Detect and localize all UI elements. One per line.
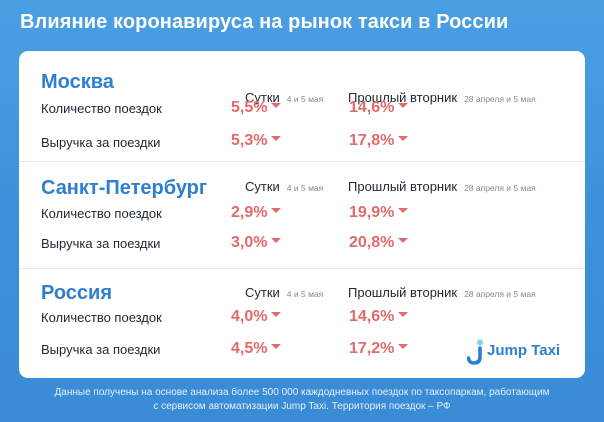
section-moscow: Москва Сутки 4 и 5 мая Прошлый вторник 28 … xyxy=(19,65,585,171)
decrease-arrow-icon xyxy=(271,312,281,317)
decrease-arrow-icon xyxy=(398,312,408,317)
value-tuesday: 17,8% xyxy=(349,132,408,150)
value-day: 4,5% xyxy=(231,340,281,358)
decrease-arrow-icon xyxy=(271,344,281,349)
decrease-arrow-icon xyxy=(398,208,408,213)
column-label: Сутки xyxy=(245,285,280,300)
section-title: Москва xyxy=(41,71,114,94)
decrease-arrow-icon xyxy=(398,136,408,141)
footnote: Данные получены на основе анализа более … xyxy=(0,386,604,414)
value-tuesday: 20,8% xyxy=(349,234,408,252)
stats-card: Москва Сутки 4 и 5 мая Прошлый вторник 28 … xyxy=(19,51,585,378)
jump-logo-icon xyxy=(467,339,485,365)
column-header-day: Сутки 4 и 5 мая xyxy=(245,285,323,300)
decrease-arrow-icon xyxy=(271,136,281,141)
row-label-revenue: Выручка за поездки xyxy=(41,342,160,357)
section-title: Санкт-Петербург xyxy=(41,177,207,200)
decrease-arrow-icon xyxy=(398,238,408,243)
column-note: 28 апреля и 5 мая xyxy=(464,183,536,193)
section-divider xyxy=(19,268,585,269)
footnote-line: Данные получены на основе анализа более … xyxy=(0,386,604,400)
column-label: Прошлый вторник xyxy=(348,179,457,194)
row-label-revenue: Выручка за поездки xyxy=(41,236,160,251)
value-tuesday: 14,6% xyxy=(349,99,408,117)
value-day: 2,9% xyxy=(231,204,281,222)
column-note: 28 апреля и 5 мая xyxy=(464,94,536,104)
section-russia: Россия Сутки 4 и 5 мая Прошлый вторник 28 … xyxy=(19,276,585,382)
value-text: 17,8% xyxy=(349,132,394,149)
value-tuesday: 14,6% xyxy=(349,308,408,326)
column-header-day: Сутки 4 и 5 мая xyxy=(245,179,323,194)
decrease-arrow-icon xyxy=(398,103,408,108)
column-header-tuesday: Прошлый вторник 28 апреля и 5 мая xyxy=(348,285,536,300)
value-text: 5,5% xyxy=(231,99,267,116)
decrease-arrow-icon xyxy=(271,238,281,243)
section-spb: Санкт-Петербург Сутки 4 и 5 мая Прошлый в… xyxy=(19,171,585,277)
footnote-line: с сервисом автоматизации Jump Taxi. Терр… xyxy=(0,400,604,414)
value-text: 3,0% xyxy=(231,234,267,251)
value-text: 4,5% xyxy=(231,340,267,357)
logo-text: Jump Taxi xyxy=(487,342,560,359)
jump-taxi-logo: Jump Taxi xyxy=(467,339,577,365)
page-title: Влияние коронавируса на рынок такси в Ро… xyxy=(20,11,508,34)
column-header-tuesday: Прошлый вторник 28 апреля и 5 мая xyxy=(348,179,536,194)
value-text: 4,0% xyxy=(231,308,267,325)
value-text: 14,6% xyxy=(349,308,394,325)
value-day: 4,0% xyxy=(231,308,281,326)
section-title: Россия xyxy=(41,282,112,305)
column-note: 4 и 5 мая xyxy=(287,183,323,193)
column-label: Прошлый вторник xyxy=(348,285,457,300)
row-label-trips: Количество поездок xyxy=(41,101,162,116)
decrease-arrow-icon xyxy=(271,103,281,108)
value-text: 2,9% xyxy=(231,204,267,221)
value-text: 14,6% xyxy=(349,99,394,116)
value-text: 20,8% xyxy=(349,234,394,251)
decrease-arrow-icon xyxy=(271,208,281,213)
value-tuesday: 17,2% xyxy=(349,340,408,358)
column-note: 28 апреля и 5 мая xyxy=(464,289,536,299)
value-tuesday: 19,9% xyxy=(349,204,408,222)
value-text: 19,9% xyxy=(349,204,394,221)
value-day: 5,3% xyxy=(231,132,281,150)
column-note: 4 и 5 мая xyxy=(287,94,323,104)
column-note: 4 и 5 мая xyxy=(287,289,323,299)
row-label-trips: Количество поездок xyxy=(41,206,162,221)
section-divider xyxy=(19,161,585,162)
row-label-trips: Количество поездок xyxy=(41,310,162,325)
value-day: 5,5% xyxy=(231,99,281,117)
value-text: 5,3% xyxy=(231,132,267,149)
decrease-arrow-icon xyxy=(398,344,408,349)
value-day: 3,0% xyxy=(231,234,281,252)
column-label: Сутки xyxy=(245,179,280,194)
row-label-revenue: Выручка за поездки xyxy=(41,135,160,150)
value-text: 17,2% xyxy=(349,340,394,357)
